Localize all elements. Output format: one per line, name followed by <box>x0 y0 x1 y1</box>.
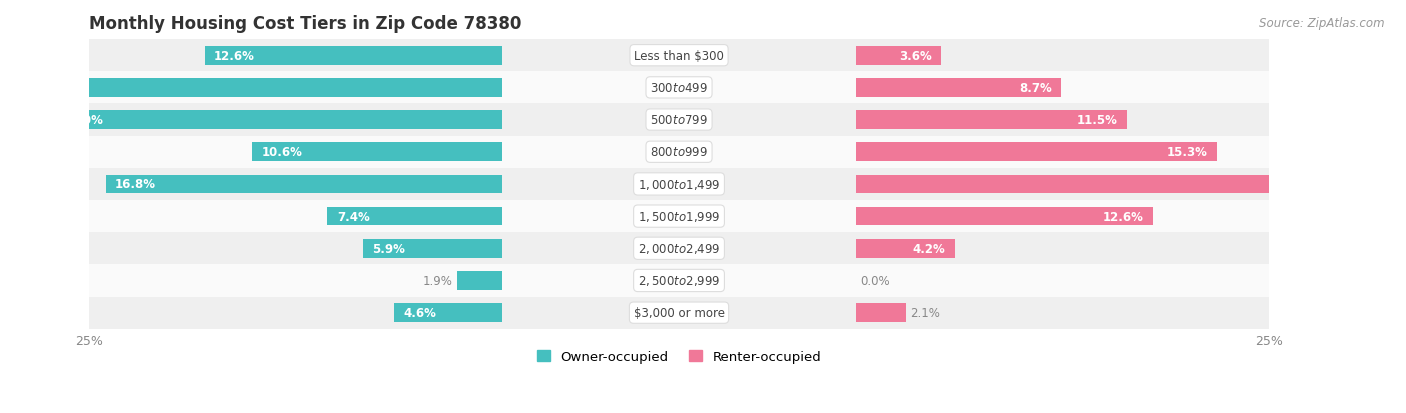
Bar <box>89 233 1270 265</box>
Bar <box>856 143 1218 162</box>
Bar <box>856 111 1128 130</box>
Text: 2.1%: 2.1% <box>910 306 941 319</box>
Text: 12.6%: 12.6% <box>1104 210 1144 223</box>
Bar <box>363 240 502 258</box>
Text: $1,000 to $1,499: $1,000 to $1,499 <box>638 178 720 192</box>
Text: $2,000 to $2,499: $2,000 to $2,499 <box>638 242 720 256</box>
Text: 3.6%: 3.6% <box>898 50 932 62</box>
Text: 0.0%: 0.0% <box>860 274 890 287</box>
Text: $800 to $999: $800 to $999 <box>650 146 709 159</box>
Bar <box>856 79 1062 97</box>
Text: $300 to $499: $300 to $499 <box>650 82 709 95</box>
Bar <box>89 169 1270 201</box>
Bar <box>205 47 502 65</box>
Bar <box>0 79 502 97</box>
Text: $2,500 to $2,999: $2,500 to $2,999 <box>638 274 720 288</box>
Bar <box>856 240 955 258</box>
Bar <box>856 47 941 65</box>
Bar <box>856 207 1153 226</box>
Legend: Owner-occupied, Renter-occupied: Owner-occupied, Renter-occupied <box>531 345 827 369</box>
Bar <box>89 104 1270 136</box>
Bar <box>89 40 1270 72</box>
Text: 1.9%: 1.9% <box>423 274 453 287</box>
Text: 21.3%: 21.3% <box>8 82 49 95</box>
Text: 16.8%: 16.8% <box>115 178 156 191</box>
Text: 19.0%: 19.0% <box>63 114 104 127</box>
Bar <box>394 304 502 322</box>
Text: 7.4%: 7.4% <box>337 210 370 223</box>
Bar <box>856 304 905 322</box>
Bar <box>89 265 1270 297</box>
Text: 8.7%: 8.7% <box>1019 82 1052 95</box>
Text: Monthly Housing Cost Tiers in Zip Code 78380: Monthly Housing Cost Tiers in Zip Code 7… <box>89 15 522 33</box>
Text: 11.5%: 11.5% <box>1077 114 1118 127</box>
Bar <box>457 271 502 290</box>
Text: 15.3%: 15.3% <box>1167 146 1208 159</box>
Text: 10.6%: 10.6% <box>262 146 302 159</box>
Text: 12.6%: 12.6% <box>214 50 254 62</box>
Bar <box>89 72 1270 104</box>
Bar <box>89 136 1270 169</box>
Text: $3,000 or more: $3,000 or more <box>634 306 724 319</box>
Bar <box>53 111 502 130</box>
Text: Less than $300: Less than $300 <box>634 50 724 62</box>
Text: $500 to $799: $500 to $799 <box>650 114 709 127</box>
Bar <box>89 201 1270 233</box>
Bar <box>105 175 502 194</box>
Text: 4.6%: 4.6% <box>404 306 436 319</box>
Text: 4.2%: 4.2% <box>912 242 946 255</box>
Text: 5.9%: 5.9% <box>373 242 405 255</box>
Text: 23.5%: 23.5% <box>1360 178 1402 191</box>
Bar <box>252 143 502 162</box>
Text: Source: ZipAtlas.com: Source: ZipAtlas.com <box>1260 17 1385 29</box>
Bar <box>856 175 1406 194</box>
Text: $1,500 to $1,999: $1,500 to $1,999 <box>638 210 720 223</box>
Bar <box>328 207 502 226</box>
Bar <box>89 297 1270 329</box>
